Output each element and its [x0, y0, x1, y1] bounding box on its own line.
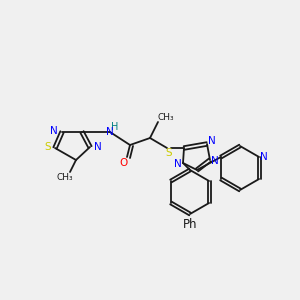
- Text: CH₃: CH₃: [57, 173, 73, 182]
- Text: N: N: [211, 156, 219, 166]
- Text: N: N: [260, 152, 268, 162]
- Text: S: S: [166, 148, 172, 158]
- Text: CH₃: CH₃: [158, 112, 174, 122]
- Text: Ph: Ph: [183, 218, 197, 230]
- Text: N: N: [50, 126, 58, 136]
- Text: N: N: [106, 127, 114, 137]
- Text: H: H: [111, 122, 119, 132]
- Text: N: N: [94, 142, 102, 152]
- Text: N: N: [208, 136, 216, 146]
- Text: S: S: [44, 142, 51, 152]
- Text: N: N: [174, 159, 182, 169]
- Text: O: O: [119, 158, 127, 168]
